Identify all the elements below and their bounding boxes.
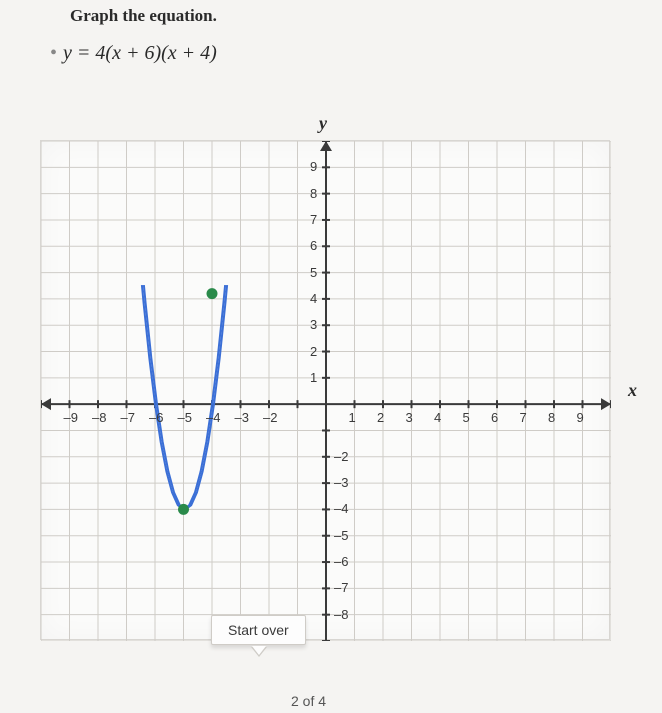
chart-svg[interactable] (41, 141, 611, 641)
equation-text: •y = 4(x + 6)(x + 4) (50, 42, 642, 65)
y-axis-label: y (319, 113, 327, 134)
instruction-text: Graph the equation. (70, 6, 642, 26)
x-tick-label: –3 (235, 410, 249, 425)
y-tick-label: –8 (334, 607, 348, 622)
x-tick-label: 1 (349, 410, 356, 425)
x-tick-label: 9 (577, 410, 584, 425)
problem-header: Graph the equation. •y = 4(x + 6)(x + 4) (0, 0, 662, 65)
y-tick-label: –2 (334, 449, 348, 464)
x-tick-label: –7 (121, 410, 135, 425)
x-tick-label: 4 (434, 410, 441, 425)
y-tick-label: 9 (310, 159, 317, 174)
y-tick-label: –7 (334, 580, 348, 595)
x-tick-label: 6 (491, 410, 498, 425)
y-tick-label: 5 (310, 265, 317, 280)
y-tick-label: 8 (310, 186, 317, 201)
start-over-button[interactable]: Start over (211, 615, 306, 645)
x-tick-label: 3 (406, 410, 413, 425)
progress-indicator: 2 of 4 (291, 693, 326, 709)
coordinate-grid[interactable]: y x –9–8–7–6–5–4–3–2123456789987654321–2… (40, 140, 610, 640)
y-tick-label: 6 (310, 238, 317, 253)
y-tick-label: 3 (310, 317, 317, 332)
x-tick-label: –8 (92, 410, 106, 425)
x-tick-label: –2 (263, 410, 277, 425)
y-tick-label: –6 (334, 554, 348, 569)
x-tick-label: –5 (178, 410, 192, 425)
y-tick-label: –4 (334, 501, 348, 516)
y-tick-label: 4 (310, 291, 317, 306)
y-tick-label: 2 (310, 344, 317, 359)
x-tick-label: 2 (377, 410, 384, 425)
x-tick-label: –9 (64, 410, 78, 425)
x-tick-label: –4 (206, 410, 220, 425)
y-tick-label: –5 (334, 528, 348, 543)
y-tick-label: 1 (310, 370, 317, 385)
x-tick-label: 8 (548, 410, 555, 425)
x-tick-label: 5 (463, 410, 470, 425)
x-tick-label: 7 (520, 410, 527, 425)
x-tick-label: –6 (149, 410, 163, 425)
y-tick-label: –3 (334, 475, 348, 490)
y-tick-label: 7 (310, 212, 317, 227)
start-over-pointer-icon (251, 647, 267, 657)
x-axis-label: x (628, 380, 637, 401)
